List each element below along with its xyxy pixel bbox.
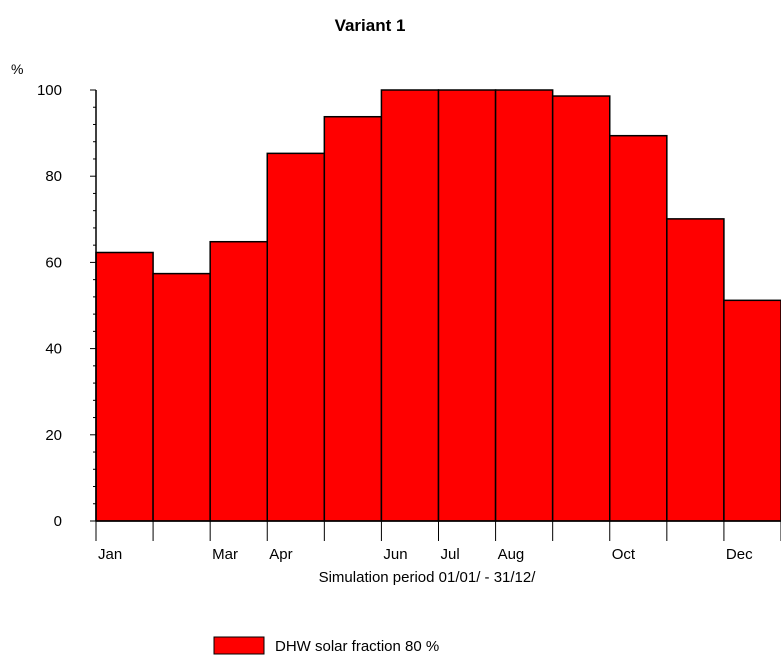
bar-apr [266,152,326,522]
y-tick-label: 20 [45,427,62,444]
bar-nov [666,218,725,522]
bar-mar [209,240,269,522]
x-tick-label-jun: Jun [383,546,407,563]
x-tick-label-apr: Apr [269,546,292,563]
x-tick-label-mar: Mar [212,546,238,563]
bar-may [323,115,383,522]
x-axis-label: Simulation period 01/01/ - 31/12/ [319,569,537,586]
y-tick-label: 40 [45,341,62,358]
y-tick-label: 80 [45,168,62,185]
bar-sep [551,95,611,522]
y-tick-label: 60 [45,254,62,271]
x-tick-label-oct: Oct [612,546,636,563]
bar-oct [609,134,668,522]
bar-feb [152,272,211,522]
x-tick-label-aug: Aug [498,546,525,563]
bar-dec [723,299,781,522]
axes-group: 0 20 40 60 80 100 Jan Mar Apr Jun Jul Aug Oct Dec [37,82,781,563]
x-tick-label-dec: Dec [726,546,753,563]
legend-swatch [213,636,265,655]
chart-title: Variant 1 [335,16,406,35]
y-tick-label: 100 [37,82,62,99]
bar-aug [494,89,554,522]
bar-jun [380,89,440,522]
bars-group [95,89,781,522]
bar-jan [95,251,154,522]
y-tick-label: 0 [54,513,62,530]
y-axis-unit: % [11,61,23,77]
bar-jul [437,89,497,522]
legend-label: DHW solar fraction 80 % [275,638,439,655]
x-tick-label-jul: Jul [441,546,460,563]
x-tick-label-jan: Jan [98,546,122,563]
